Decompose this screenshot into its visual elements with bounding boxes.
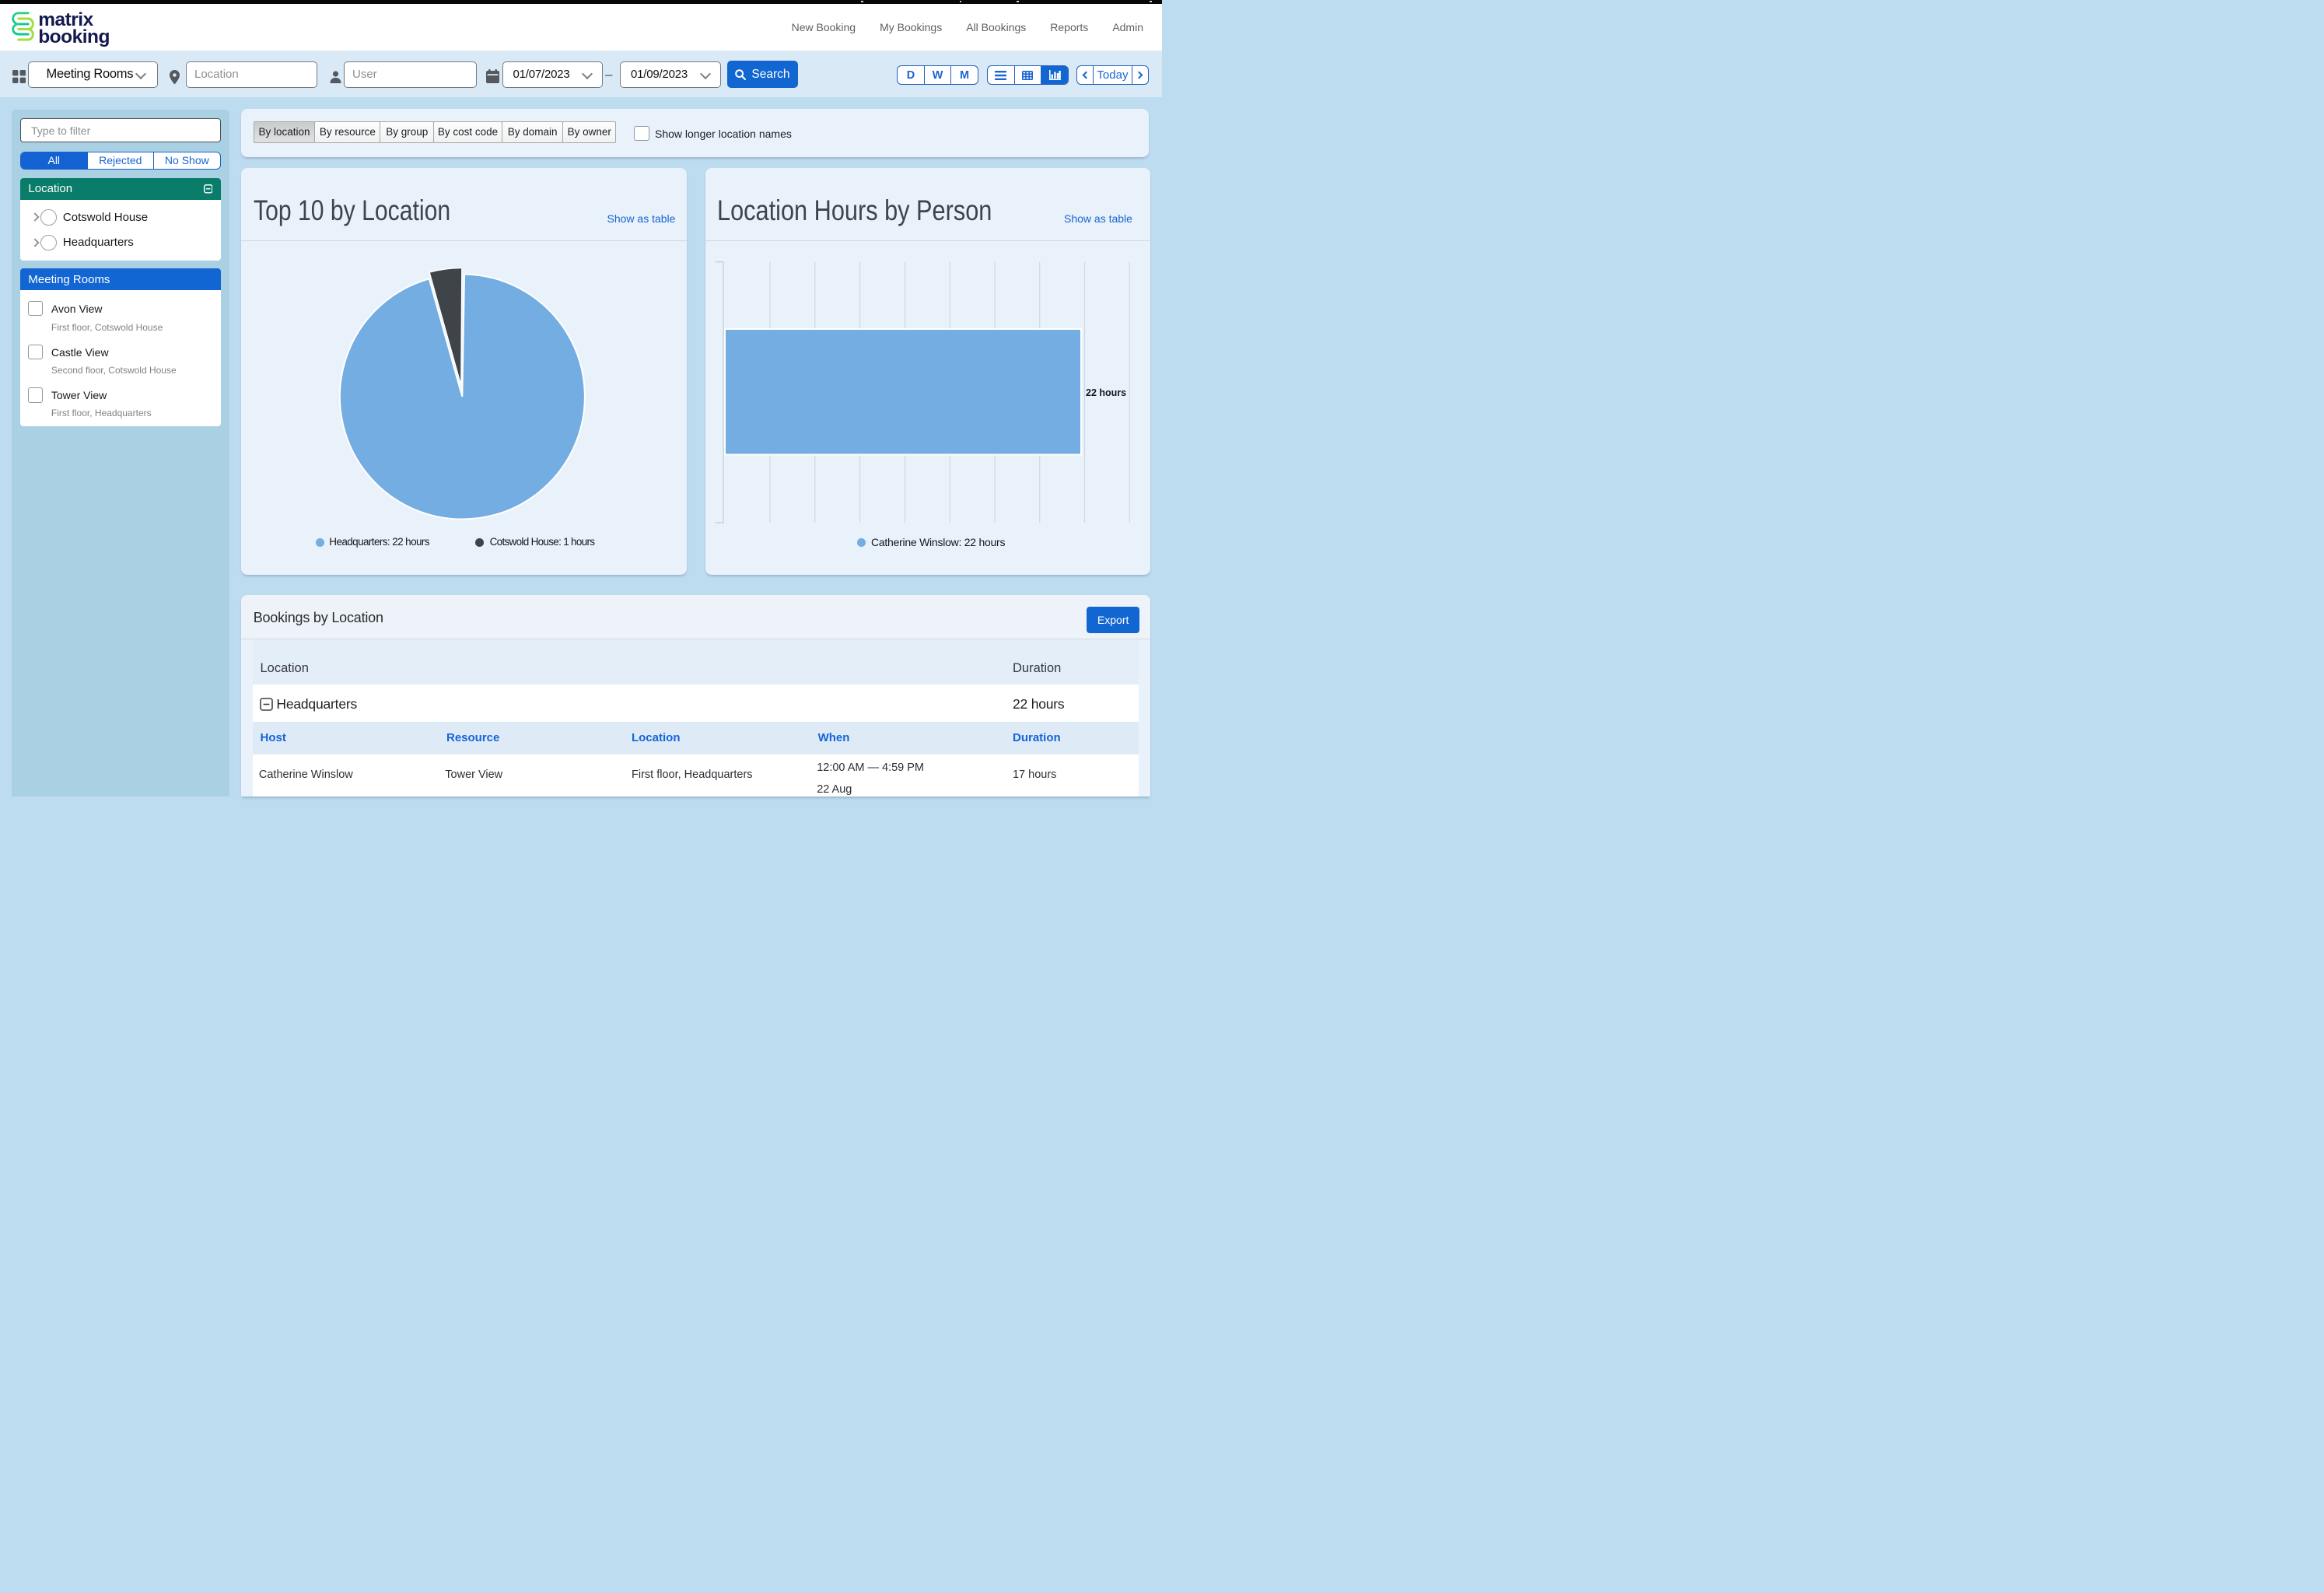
- svg-text:22 hours: 22 hours: [1086, 387, 1126, 398]
